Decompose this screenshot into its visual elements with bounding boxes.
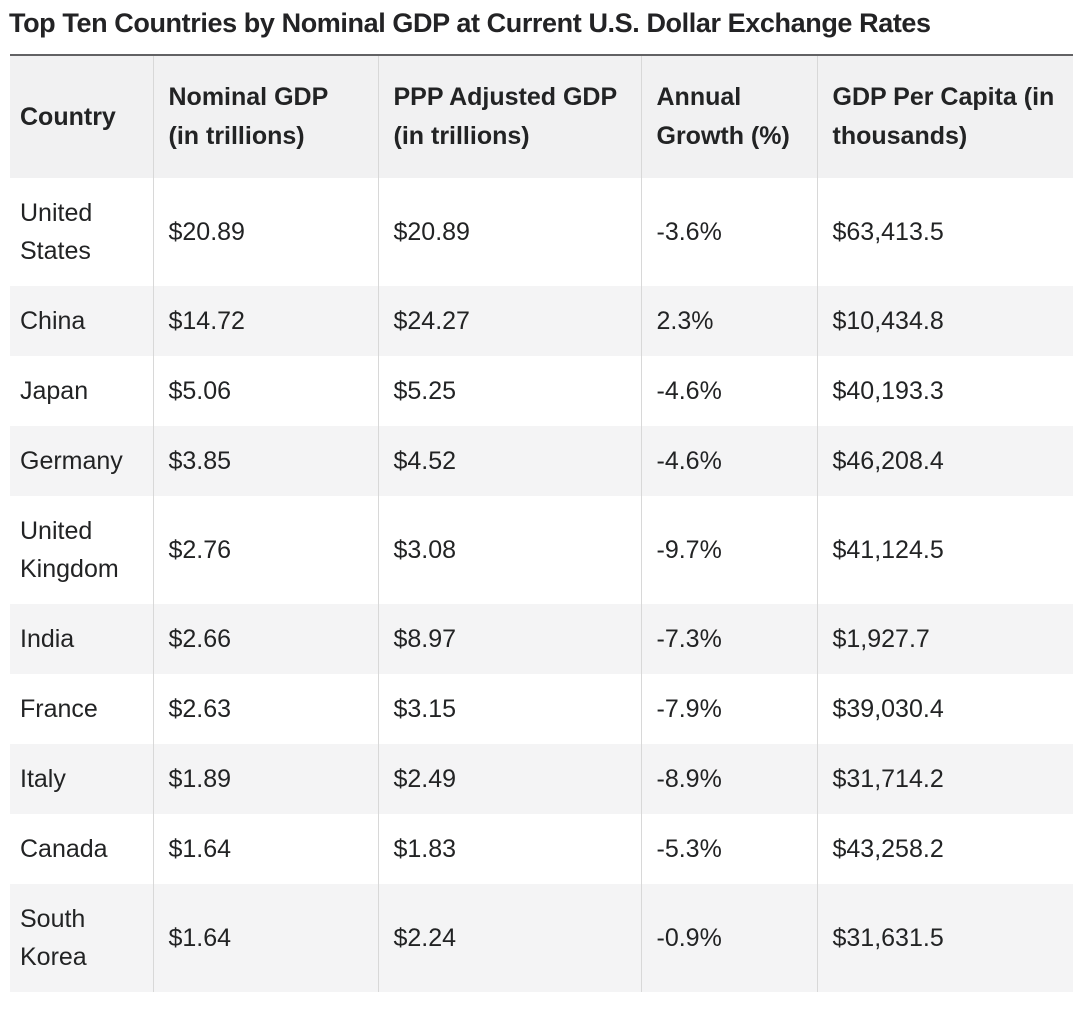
- cell-gdp-per-capita: $63,413.5: [816, 178, 1073, 286]
- cell-ppp-gdp: $24.27: [377, 286, 641, 356]
- table-row-united-kingdom: United Kingdom $2.76 $3.08 -9.7% $41,124…: [10, 496, 1073, 604]
- cell-nominal-gdp: $1.89: [152, 744, 378, 814]
- cell-annual-growth: -0.9%: [640, 884, 817, 992]
- table-row-canada: Canada $1.64 $1.83 -5.3% $43,258.2: [10, 814, 1073, 884]
- cell-country: Germany: [10, 426, 153, 496]
- cell-nominal-gdp: $2.76: [152, 496, 378, 604]
- cell-country: Canada: [10, 814, 153, 884]
- cell-annual-growth: -8.9%: [640, 744, 817, 814]
- cell-annual-growth: -5.3%: [640, 814, 817, 884]
- cell-gdp-per-capita: $1,927.7: [816, 604, 1073, 674]
- cell-ppp-gdp: $20.89: [377, 178, 641, 286]
- table-row-italy: Italy $1.89 $2.49 -8.9% $31,714.2: [10, 744, 1073, 814]
- cell-annual-growth: -3.6%: [640, 178, 817, 286]
- cell-annual-growth: -4.6%: [640, 356, 817, 426]
- cell-gdp-per-capita: $40,193.3: [816, 356, 1073, 426]
- cell-country: South Korea: [10, 884, 153, 992]
- cell-gdp-per-capita: $31,631.5: [816, 884, 1073, 992]
- cell-nominal-gdp: $5.06: [152, 356, 378, 426]
- gdp-table: Country Nominal GDP (in trillions) PPP A…: [10, 54, 1073, 992]
- cell-ppp-gdp: $2.24: [377, 884, 641, 992]
- column-header-gdp-per-capita: GDP Per Capita (in thousands): [816, 55, 1073, 178]
- cell-country: United Kingdom: [10, 496, 153, 604]
- cell-gdp-per-capita: $43,258.2: [816, 814, 1073, 884]
- table-row-india: India $2.66 $8.97 -7.3% $1,927.7: [10, 604, 1073, 674]
- table-row-france: France $2.63 $3.15 -7.9% $39,030.4: [10, 674, 1073, 744]
- cell-nominal-gdp: $2.66: [152, 604, 378, 674]
- cell-country: Italy: [10, 744, 153, 814]
- cell-country: China: [10, 286, 153, 356]
- column-header-country: Country: [10, 55, 153, 178]
- cell-annual-growth: 2.3%: [640, 286, 817, 356]
- cell-nominal-gdp: $14.72: [152, 286, 378, 356]
- table-header: Country Nominal GDP (in trillions) PPP A…: [10, 55, 1073, 178]
- cell-annual-growth: -7.9%: [640, 674, 817, 744]
- table-row-china: China $14.72 $24.27 2.3% $10,434.8: [10, 286, 1073, 356]
- cell-nominal-gdp: $1.64: [152, 884, 378, 992]
- cell-gdp-per-capita: $46,208.4: [816, 426, 1073, 496]
- column-header-ppp-gdp: PPP Adjusted GDP (in trillions): [377, 55, 641, 178]
- cell-ppp-gdp: $2.49: [377, 744, 641, 814]
- cell-gdp-per-capita: $10,434.8: [816, 286, 1073, 356]
- cell-annual-growth: -7.3%: [640, 604, 817, 674]
- column-header-nominal-gdp: Nominal GDP (in trillions): [152, 55, 378, 178]
- header-row: Country Nominal GDP (in trillions) PPP A…: [10, 55, 1073, 178]
- table-row-germany: Germany $3.85 $4.52 -4.6% $46,208.4: [10, 426, 1073, 496]
- cell-annual-growth: -9.7%: [640, 496, 817, 604]
- cell-annual-growth: -4.6%: [640, 426, 817, 496]
- cell-gdp-per-capita: $31,714.2: [816, 744, 1073, 814]
- cell-gdp-per-capita: $41,124.5: [816, 496, 1073, 604]
- cell-nominal-gdp: $20.89: [152, 178, 378, 286]
- cell-ppp-gdp: $5.25: [377, 356, 641, 426]
- cell-nominal-gdp: $1.64: [152, 814, 378, 884]
- table-row-united-states: United States $20.89 $20.89 -3.6% $63,41…: [10, 178, 1073, 286]
- cell-nominal-gdp: $3.85: [152, 426, 378, 496]
- cell-ppp-gdp: $4.52: [377, 426, 641, 496]
- cell-country: Japan: [10, 356, 153, 426]
- table-row-japan: Japan $5.06 $5.25 -4.6% $40,193.3: [10, 356, 1073, 426]
- table-body: United States $20.89 $20.89 -3.6% $63,41…: [10, 178, 1073, 992]
- cell-ppp-gdp: $3.15: [377, 674, 641, 744]
- cell-ppp-gdp: $1.83: [377, 814, 641, 884]
- cell-ppp-gdp: $8.97: [377, 604, 641, 674]
- cell-country: France: [10, 674, 153, 744]
- page-title: Top Ten Countries by Nominal GDP at Curr…: [9, 8, 931, 38]
- column-header-annual-growth: Annual Growth (%): [640, 55, 817, 178]
- table-row-south-korea: South Korea $1.64 $2.24 -0.9% $31,631.5: [10, 884, 1073, 992]
- cell-country: India: [10, 604, 153, 674]
- cell-gdp-per-capita: $39,030.4: [816, 674, 1073, 744]
- cell-nominal-gdp: $2.63: [152, 674, 378, 744]
- cell-country: United States: [10, 178, 153, 286]
- cell-ppp-gdp: $3.08: [377, 496, 641, 604]
